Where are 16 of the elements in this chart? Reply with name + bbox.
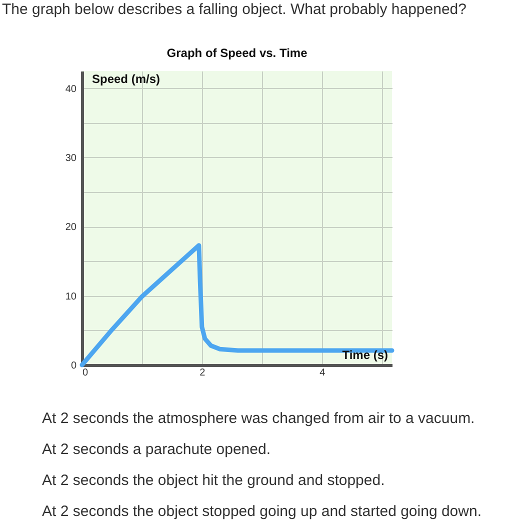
y-tick-label: 30: [65, 152, 77, 164]
y-tick-label: 0: [70, 360, 77, 372]
text: At 2 seconds the object hit the ground and stopped.: [42, 472, 385, 489]
chart-title: The graph below describes a falling object. What probably happened?: [2, 1, 466, 18]
text: At 2 seconds a parachute opened.: [42, 441, 271, 458]
text: At 2 seconds the atmosphere was changed from air to a vacuum.: [42, 410, 475, 427]
x-tick-label: 4: [320, 368, 326, 378]
x-tick-label: 2: [200, 368, 206, 378]
y-tick-label: 10: [65, 291, 77, 302]
text: At 2 seconds the object stopped going up and started going down.: [42, 503, 482, 520]
chart-subtitle: Graph of Speed vs. Time: [166, 46, 308, 60]
y-tick-label: 20: [65, 222, 77, 234]
y-axis-title: Speed (m/s): [92, 72, 160, 86]
x-tick-label: 0: [82, 368, 88, 378]
y-tick-label: 40: [65, 84, 77, 95]
x-axis-title: Time (s): [342, 348, 388, 362]
